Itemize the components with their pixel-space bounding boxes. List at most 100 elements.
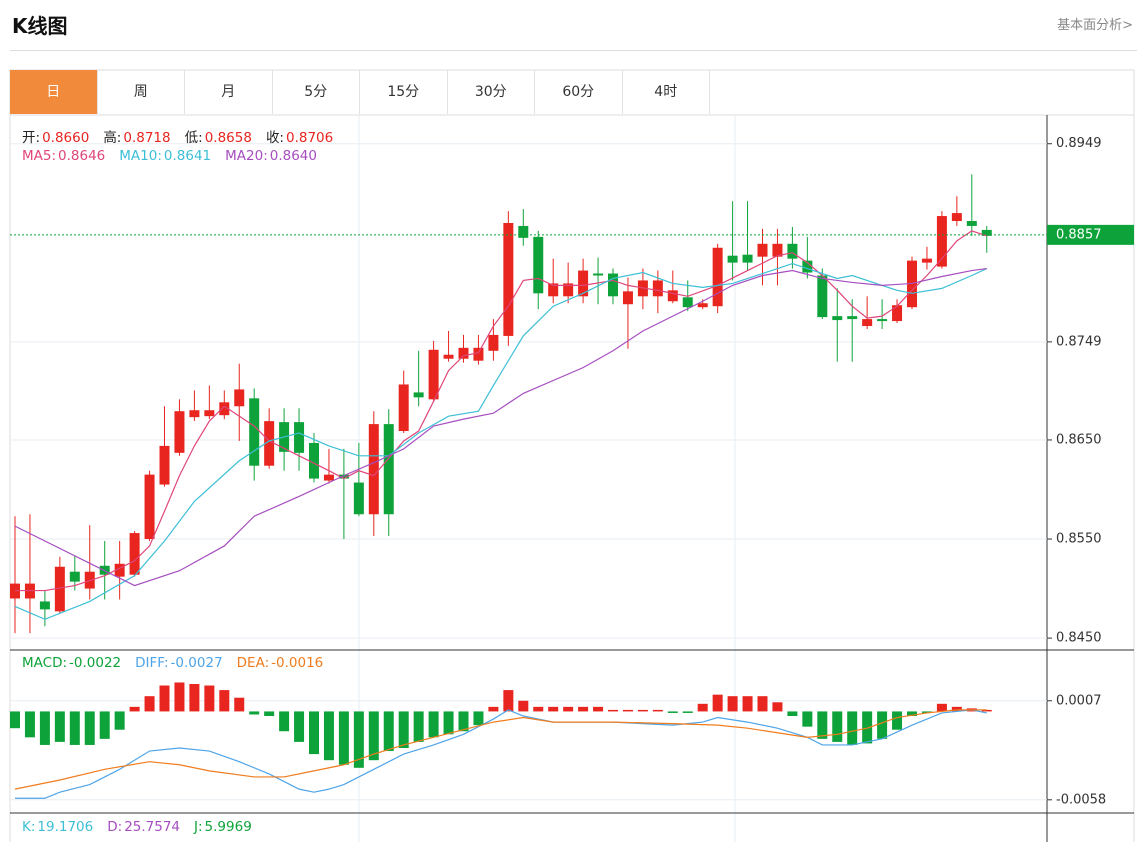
legend-label: 高: bbox=[103, 130, 122, 146]
macd-bar bbox=[877, 711, 888, 739]
frame bbox=[9, 69, 1135, 842]
macd-bar bbox=[234, 697, 245, 712]
legend-value: 19.1706 bbox=[37, 819, 94, 835]
indicator-line bbox=[15, 230, 987, 592]
period-tab[interactable]: 4时 bbox=[623, 70, 710, 114]
candle-body bbox=[892, 305, 903, 322]
macd-bar bbox=[129, 706, 140, 712]
legend-label: MA10: bbox=[119, 148, 162, 164]
legend-item: MA20: 0.8640 bbox=[225, 148, 317, 164]
macd-bar bbox=[563, 706, 574, 712]
macd-bar bbox=[24, 711, 35, 738]
candle-body bbox=[593, 273, 604, 276]
macd-bar bbox=[847, 711, 858, 745]
candle-body bbox=[398, 384, 409, 432]
candle-body bbox=[54, 566, 65, 612]
period-tab[interactable]: 周 bbox=[98, 70, 185, 114]
legend-item: K: 19.1706 bbox=[22, 819, 93, 835]
legend-label: MA5: bbox=[22, 148, 57, 164]
macd-bar bbox=[503, 690, 514, 712]
macd-bar bbox=[832, 711, 843, 742]
candle-body bbox=[473, 347, 484, 361]
last-price-box bbox=[1047, 224, 1134, 245]
period-tab[interactable]: 30分 bbox=[448, 70, 535, 114]
macd-bar bbox=[189, 684, 200, 712]
candle-body bbox=[533, 236, 544, 294]
last-price-label: 0.8857 bbox=[1056, 227, 1102, 242]
candle-body bbox=[353, 482, 364, 515]
period-tabs: 日周月 5分 15分 30分 60分 4时 bbox=[10, 70, 710, 114]
macd-bar bbox=[39, 711, 50, 745]
candle-body bbox=[877, 319, 888, 322]
y-tick-label: 0.8450 bbox=[1056, 631, 1102, 646]
candle-body bbox=[847, 316, 858, 320]
period-tab[interactable]: 5分 bbox=[273, 70, 360, 114]
legend-label: J: bbox=[194, 819, 203, 835]
legend-label: 低: bbox=[184, 130, 203, 146]
legend-value: 0.8658 bbox=[204, 130, 252, 146]
ohlc-legend: 开: 0.8660 高: 0.8718 低: 0.8658 收: 0.8706 bbox=[22, 126, 333, 146]
candle-body bbox=[129, 533, 140, 575]
macd-bar bbox=[727, 696, 738, 712]
legend-item: D: 25.7574 bbox=[107, 819, 180, 835]
legend-label: MA20: bbox=[225, 148, 268, 164]
macd-bar bbox=[921, 711, 932, 713]
period-tab[interactable]: 15分 bbox=[360, 70, 448, 114]
macd-bar bbox=[309, 711, 319, 755]
legend-label: MACD: bbox=[22, 655, 68, 671]
candle-body bbox=[443, 354, 454, 359]
fundamental-link[interactable]: 基本面分析> bbox=[1057, 18, 1133, 33]
macd-bar bbox=[219, 690, 230, 712]
indicator-line bbox=[14, 709, 987, 790]
y-tick-label: 0.8650 bbox=[1056, 432, 1102, 447]
candle-body bbox=[458, 347, 469, 359]
macd-bar bbox=[383, 711, 394, 752]
period-tab[interactable]: 60分 bbox=[535, 70, 623, 114]
candle-body bbox=[742, 254, 753, 263]
macd-bar bbox=[488, 706, 499, 712]
period-tab[interactable]: 日 bbox=[10, 70, 98, 114]
candle-body bbox=[69, 571, 80, 582]
macd-bar bbox=[981, 709, 992, 712]
legend-value: 0.8641 bbox=[163, 148, 212, 164]
legend-item: DIFF: -0.0027 bbox=[135, 655, 223, 671]
macd-bar bbox=[413, 711, 424, 742]
ma-legend: MA5: 0.8646 MA10: 0.8641 MA20: 0.8640 bbox=[22, 148, 317, 164]
period-tab[interactable]: 月 bbox=[185, 70, 273, 114]
legend-item: MACD: -0.0022 bbox=[22, 655, 121, 671]
candle-body bbox=[503, 222, 514, 336]
candle-body bbox=[204, 410, 215, 417]
candle-body bbox=[174, 411, 185, 453]
legend-value: 0.8660 bbox=[42, 130, 90, 146]
macd-bar bbox=[144, 696, 155, 712]
macd-bar bbox=[84, 711, 95, 745]
macd-bar bbox=[667, 711, 678, 713]
candle-body bbox=[488, 334, 499, 351]
candle-body bbox=[189, 410, 200, 418]
macd-bar bbox=[323, 711, 334, 761]
macd-bar bbox=[892, 711, 903, 730]
macd-bar bbox=[294, 711, 305, 742]
macd-bar bbox=[353, 711, 364, 768]
candle-body bbox=[548, 283, 559, 297]
macd-bar bbox=[548, 706, 559, 712]
macd-bar bbox=[742, 696, 753, 712]
macd-bar bbox=[114, 711, 125, 730]
macd-bar bbox=[757, 696, 768, 712]
y-tick-label: 0.0007 bbox=[1056, 693, 1102, 708]
legend-item: 收: 0.8706 bbox=[266, 126, 333, 146]
candle-body bbox=[832, 316, 843, 321]
candle-body bbox=[368, 424, 379, 515]
indicator-line bbox=[14, 262, 988, 620]
legend-value: 25.7574 bbox=[124, 819, 181, 835]
candle-body bbox=[802, 260, 813, 273]
legend-value: 0.8640 bbox=[269, 148, 317, 164]
candle-body bbox=[578, 270, 589, 297]
macd-bar bbox=[473, 711, 484, 726]
indicator-line bbox=[15, 709, 987, 799]
candle-body bbox=[667, 290, 678, 302]
macd-bar bbox=[54, 711, 65, 742]
legend-value: -0.0027 bbox=[170, 655, 223, 671]
macd-bar bbox=[174, 682, 185, 712]
macd-bar bbox=[608, 709, 618, 712]
